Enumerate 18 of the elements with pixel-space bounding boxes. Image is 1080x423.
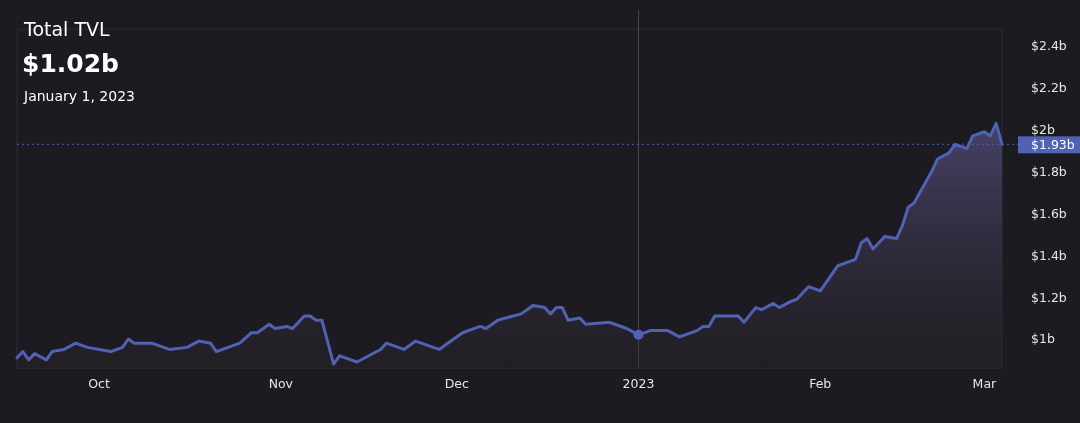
x-tick-label: Oct	[88, 376, 110, 391]
y-tick-label: $1.2b	[1031, 289, 1067, 305]
x-tick-label: Feb	[809, 376, 832, 391]
x-tick-label: Nov	[268, 376, 294, 391]
y-tick-label: $1.4b	[1031, 247, 1067, 263]
y-tick-label: $1.6b	[1031, 205, 1067, 221]
chart-title: Total TVL	[23, 18, 111, 40]
text: $1.02b	[22, 49, 119, 78]
ref-line-label: $1.93b	[1031, 136, 1075, 152]
y-tick-label: $2b	[1031, 122, 1055, 138]
x-tick-label: 2023	[622, 376, 655, 391]
annotation: January 1, 2023	[23, 88, 135, 104]
y-tick-label: $1.8b	[1031, 164, 1067, 180]
y-tick-label: $2.2b	[1031, 80, 1067, 96]
y-tick-label: $2.4b	[1031, 38, 1067, 54]
x-tick-label: Dec	[444, 376, 469, 391]
x-tick-label: Mar	[972, 376, 998, 391]
y-tick-label: $1b	[1031, 331, 1055, 347]
